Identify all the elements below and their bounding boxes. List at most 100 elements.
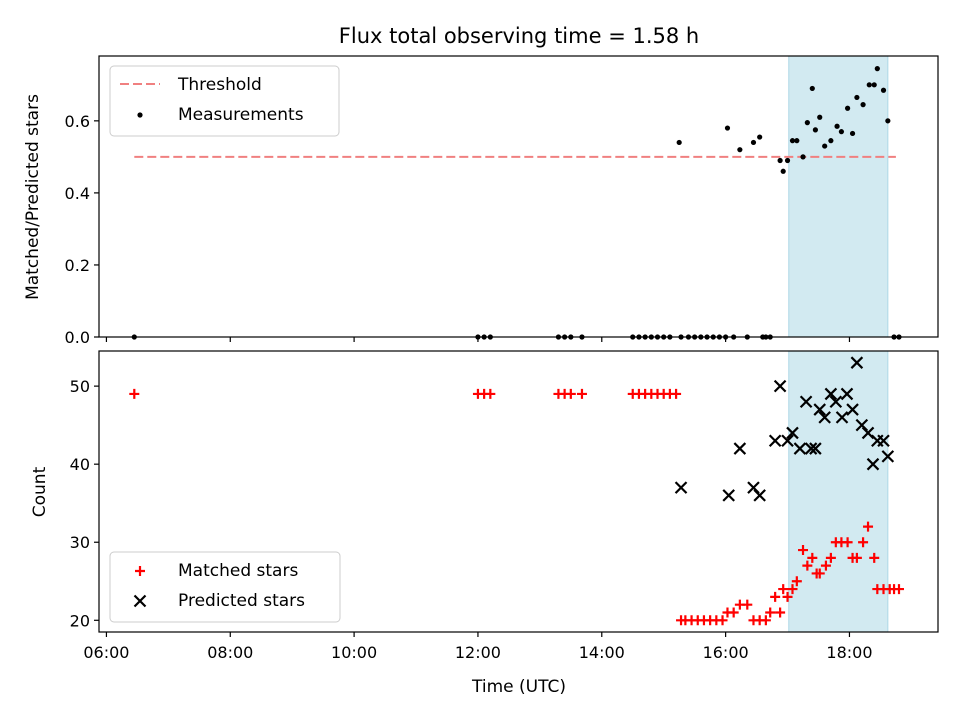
measurements-point <box>822 143 828 149</box>
count-y-tick-label: 30 <box>70 533 90 552</box>
measurements-point <box>838 129 845 135</box>
ratio-panel: 0.0 0.2 0.4 0.6 Matched/Predicted stars Thr… <box>23 55 939 347</box>
predicted-stars-point <box>866 457 880 471</box>
predicted-stars-point <box>722 489 735 502</box>
predicted-stars-point <box>753 489 766 502</box>
measurements-point <box>737 147 743 153</box>
measurements-point <box>817 114 823 120</box>
matched-stars-point <box>129 388 140 399</box>
predicted-stars-point <box>809 442 822 455</box>
measurements-point <box>800 154 806 160</box>
measurements-point <box>849 130 856 137</box>
matched-stars-point <box>765 607 776 618</box>
measurements-point <box>871 82 877 88</box>
measurements-point <box>750 139 757 146</box>
matched-stars-point <box>869 552 880 563</box>
count-y-tick-label: 40 <box>70 455 90 474</box>
matched-stars-point <box>565 388 576 399</box>
predicted-stars-point <box>850 356 864 369</box>
matched-stars-point <box>782 591 793 602</box>
predicted-stars-point <box>824 387 838 401</box>
legend-measurements-swatch <box>137 112 143 118</box>
predicted-stars-point <box>877 434 890 448</box>
measurements-point <box>812 127 819 133</box>
matched-stars-point <box>717 615 728 626</box>
count-x-tick-label: 16:00 <box>703 643 749 662</box>
count-panel: 06:00 08:00 10:00 12:00 14:00 16:00 18:00 20 30 4… <box>30 350 939 697</box>
matched-stars-point <box>798 545 809 556</box>
predicted-stars-point <box>781 434 794 448</box>
predicted-stars-point <box>747 481 760 494</box>
measurements-point <box>828 138 834 144</box>
predicted-stars-point <box>855 418 869 432</box>
predicted-stars-point <box>799 395 813 409</box>
matched-stars-point <box>787 584 798 595</box>
ratio-shaded-region <box>788 55 889 338</box>
matched-stars-point <box>671 388 682 399</box>
legend-predicted-stars-swatch <box>133 594 147 608</box>
count-y-tick-label: 50 <box>70 377 90 396</box>
measurements-point <box>757 134 763 140</box>
legend-matched-stars-label: Matched stars <box>178 561 298 581</box>
matched-stars-point <box>893 584 904 595</box>
measurements-point <box>809 85 815 92</box>
measurements-point <box>784 157 791 164</box>
matched-stars-point <box>863 521 874 532</box>
predicted-stars-point <box>674 481 688 494</box>
predicted-stars-point <box>813 403 827 416</box>
measurements-point <box>676 139 682 146</box>
count-panel-legend: Matched stars Predicted stars <box>109 551 341 623</box>
predicted-stars-point <box>846 403 859 416</box>
measurements-point <box>780 168 786 174</box>
matched-stars-point <box>825 552 836 563</box>
predicted-stars-point <box>840 387 854 401</box>
measurements-point <box>880 87 887 93</box>
measurements-point <box>885 118 891 124</box>
figure-title: Flux total observing time = 1.58 h <box>339 24 699 48</box>
predicted-stars-point <box>768 434 782 448</box>
predicted-stars-point <box>733 442 747 455</box>
matched-stars-point <box>775 607 786 618</box>
measurements-point <box>834 123 840 129</box>
count-x-tick-label: 12:00 <box>455 643 501 662</box>
matched-stars-point <box>742 599 753 610</box>
measurements-point <box>844 105 851 111</box>
ratio-plot-frame <box>98 55 939 338</box>
matched-stars-point <box>842 537 853 548</box>
ratio-y-tick-label: 0.0 <box>65 328 90 347</box>
ratio-legend-box <box>109 65 340 137</box>
predicted-stars-point <box>818 411 831 424</box>
count-plot-frame <box>98 350 939 633</box>
predicted-stars-point <box>835 411 849 424</box>
matched-stars-point <box>485 388 496 399</box>
matched-stars-point <box>851 552 862 563</box>
count-x-tick-label: 10:00 <box>331 643 377 662</box>
predicted-stars-point <box>773 379 787 393</box>
count-x-tick-label: 14:00 <box>579 643 625 662</box>
count-panel-y-axis-label: Count <box>30 466 50 517</box>
matched-stars-point <box>858 537 869 548</box>
measurements-point <box>854 94 860 101</box>
predicted-stars-point <box>881 450 895 463</box>
count-x-tick-label: 06:00 <box>83 643 129 662</box>
count-y-tick-label: 20 <box>70 611 90 630</box>
matched-stars-point <box>802 560 813 571</box>
measurements-point <box>777 157 783 164</box>
count-legend-box <box>109 551 341 623</box>
matched-stars-point <box>728 607 739 618</box>
ratio-y-tick-label: 0.4 <box>65 184 90 203</box>
measurements-point <box>860 102 866 108</box>
count-x-tick-label: 18:00 <box>826 643 872 662</box>
matched-stars-point <box>760 615 771 626</box>
predicted-stars-point <box>793 442 807 455</box>
measurements-point <box>789 138 796 144</box>
measurements-point <box>794 138 800 144</box>
predicted-stars-point <box>804 442 818 455</box>
ratio-panel-legend: Threshold Measurements <box>109 65 340 137</box>
matched-stars-point <box>791 576 802 587</box>
ratio-panel-y-axis-label: Matched/Predicted stars <box>23 94 43 300</box>
measurements-point <box>804 120 810 126</box>
matched-stars-point <box>807 552 818 563</box>
count-panel-x-axis-label: Time (UTC) <box>471 677 566 697</box>
